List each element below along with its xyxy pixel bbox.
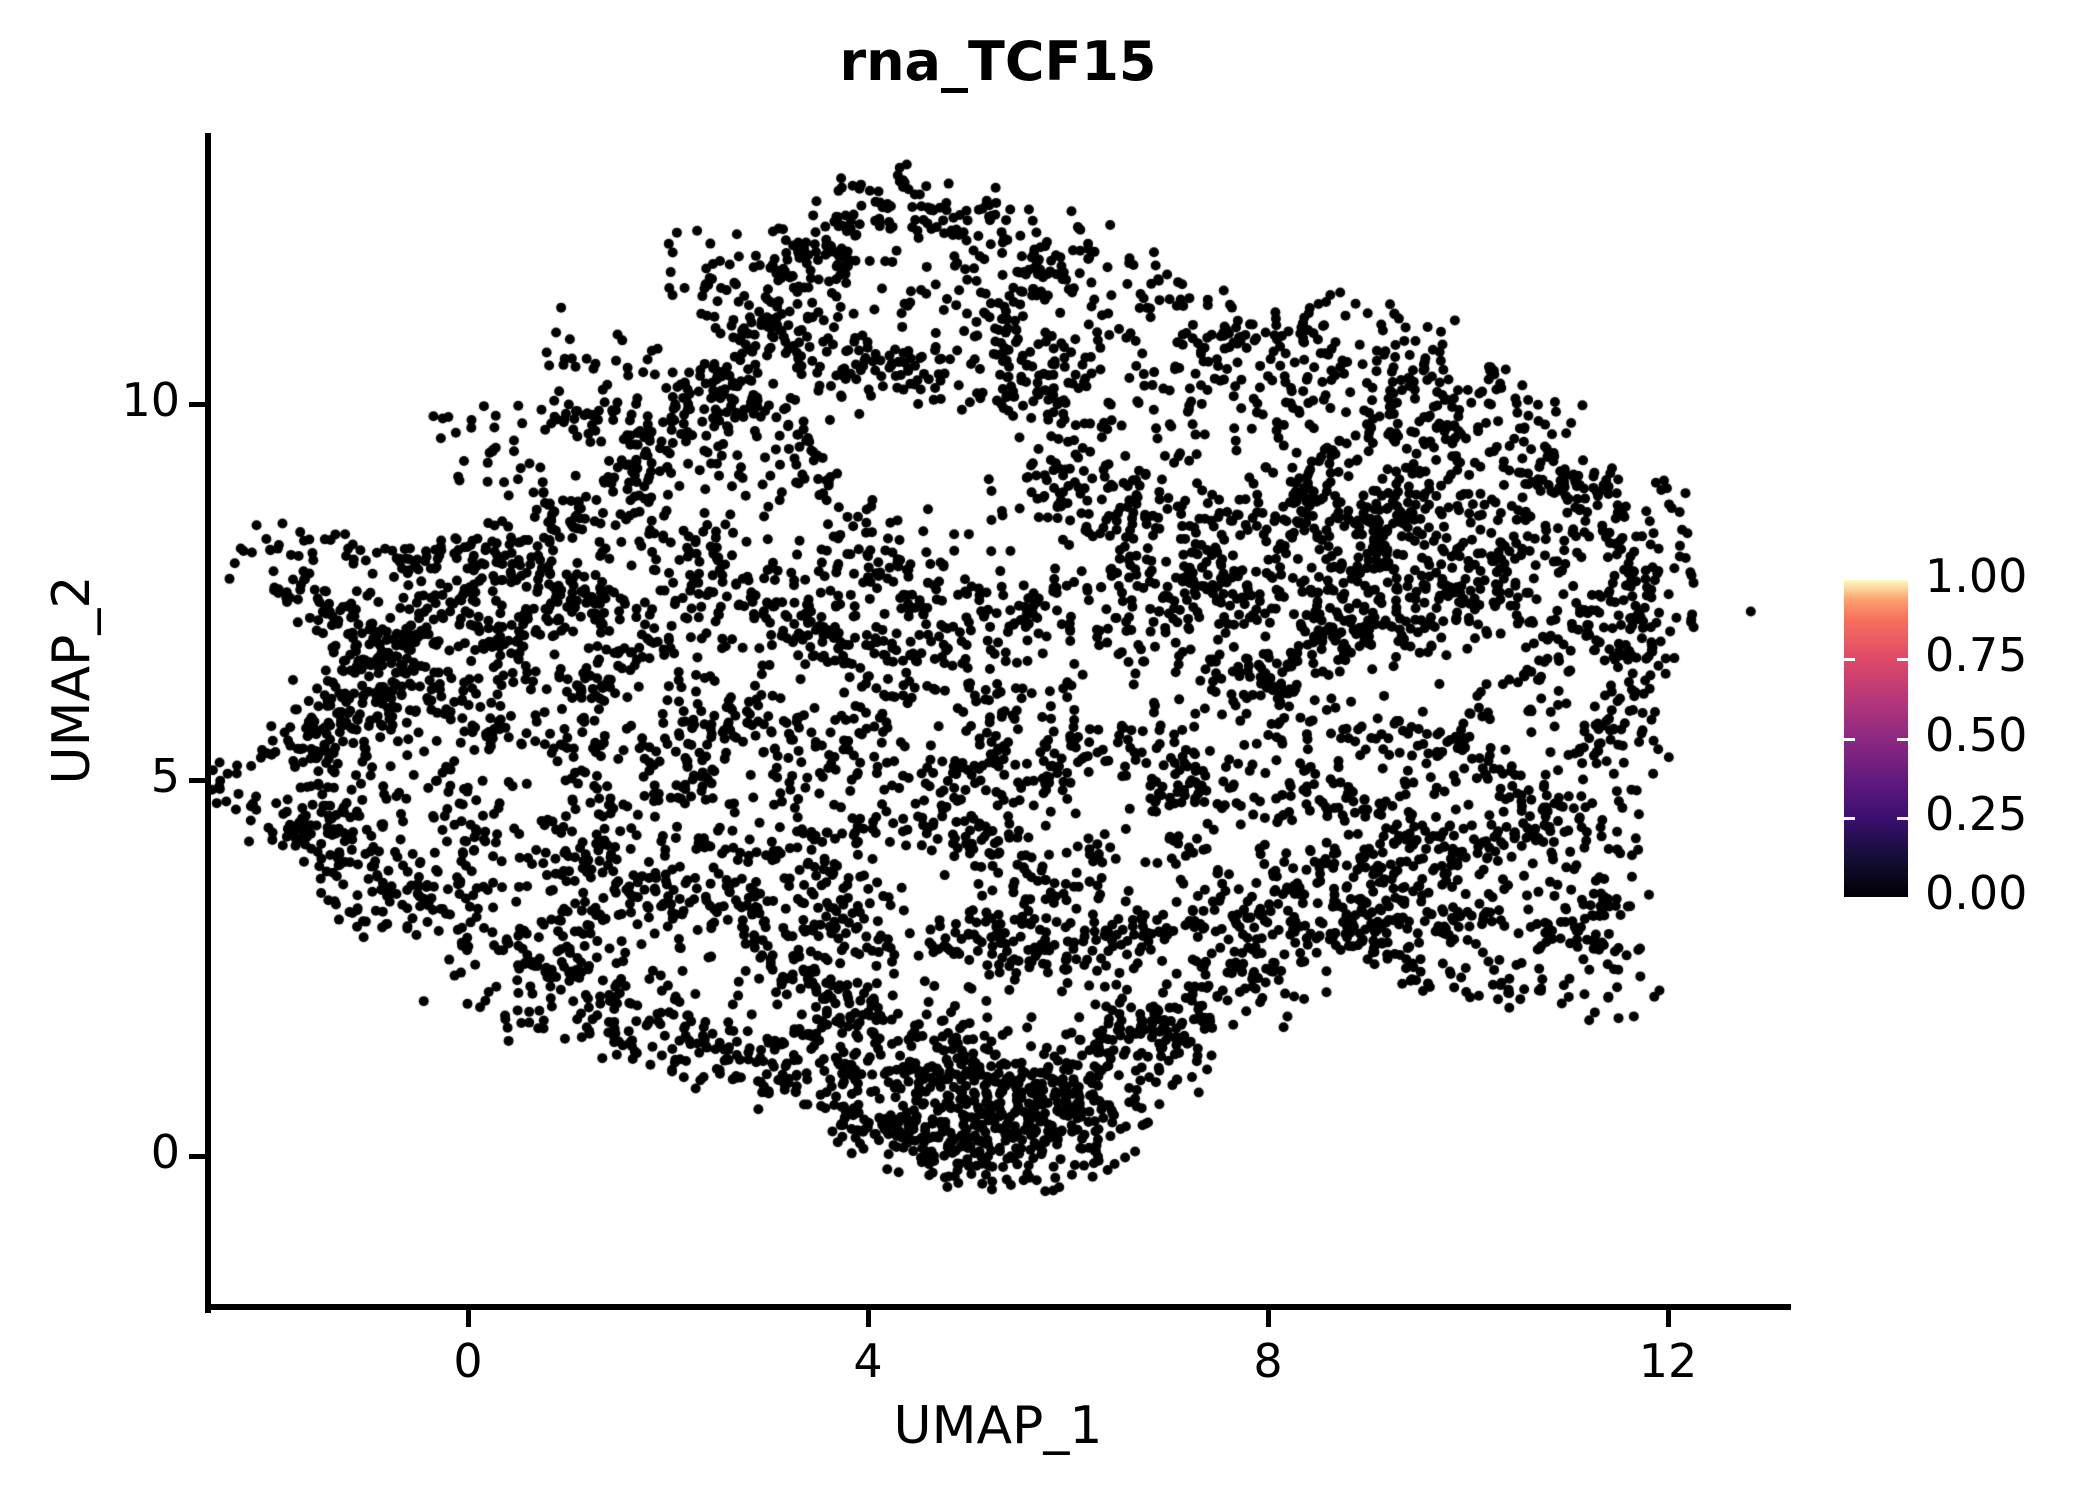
colorbar-tick-label: 0.25: [1925, 786, 2028, 841]
page-title: rna_TCF15: [839, 30, 1157, 93]
colorbar-tick-mark: [1844, 658, 1855, 662]
y-axis-label: UMAP_2: [42, 575, 102, 785]
x-axis-spine: [205, 1304, 1791, 1310]
colorbar-tick-mark: [1897, 658, 1908, 662]
x-axis-tick-mark: [466, 1309, 471, 1327]
colorbar-tick-label: 0.75: [1925, 628, 2028, 683]
x-axis-label: UMAP_1: [893, 1396, 1103, 1456]
colorbar-tick-label: 0.00: [1925, 866, 2028, 920]
colorbar-tick-mark: [1844, 737, 1855, 741]
y-axis-tick-label: 0: [150, 1125, 180, 1180]
x-axis-tick-label: 4: [853, 1334, 883, 1388]
colorbar-tick-mark: [1844, 816, 1855, 820]
x-axis-tick-mark: [1266, 1309, 1271, 1327]
x-axis-tick-mark: [1666, 1309, 1671, 1327]
y-axis-tick-mark: [189, 778, 207, 784]
colorbar-tick-label: 1.00: [1925, 549, 2028, 603]
x-axis-tick-mark: [866, 1309, 871, 1327]
y-axis-tick-mark: [189, 1154, 207, 1160]
x-axis-tick-label: 0: [453, 1334, 483, 1388]
y-axis-tick-label: 5: [150, 749, 180, 804]
colorbar-tick-label: 0.50: [1925, 707, 2028, 762]
y-axis-tick-label: 10: [121, 372, 180, 427]
y-axis-spine: [205, 133, 211, 1313]
colorbar-tick-mark: [1897, 816, 1908, 820]
x-axis-tick-label: 8: [1253, 1334, 1283, 1388]
plot-axes: [208, 133, 1788, 1307]
y-axis-tick-mark: [189, 401, 207, 407]
colorbar-tick-mark: [1897, 737, 1908, 741]
x-axis-tick-label: 12: [1638, 1334, 1698, 1388]
scatter-plot-canvas: [208, 133, 1788, 1307]
